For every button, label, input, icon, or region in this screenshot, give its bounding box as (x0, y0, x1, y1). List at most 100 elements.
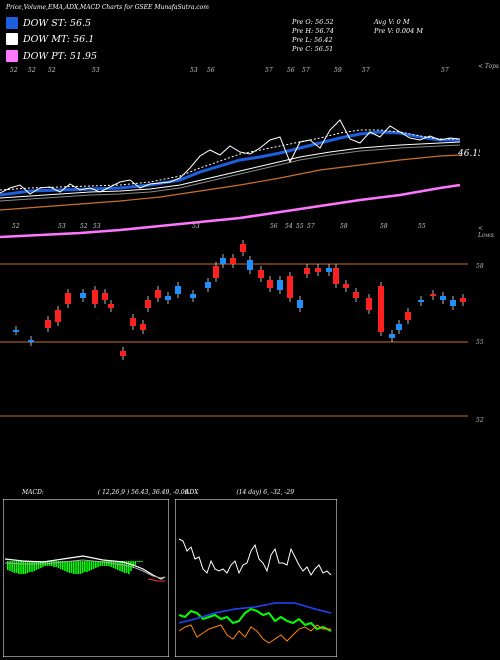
top-number: 53 (92, 67, 100, 74)
candle-body (297, 300, 303, 308)
stat-high: Pre H: 56.74 (292, 27, 334, 35)
macd-histogram-bar (103, 561, 106, 566)
macd-histogram-bar (22, 561, 24, 574)
bottom-number: 57 (307, 223, 315, 230)
macd-histogram-bar (31, 561, 33, 572)
level-label-52: 52 (476, 417, 484, 424)
candle-body (343, 284, 349, 288)
candle-chart: 58 55 52 (0, 240, 484, 424)
dow-mt-line (0, 141, 461, 199)
top-number: 57 (265, 67, 273, 74)
macd-histogram-bar (77, 561, 79, 574)
macd-histogram-bar (88, 561, 90, 571)
macd-histogram-bar (55, 561, 57, 567)
macd-histogram-bar (57, 561, 60, 568)
candle-body (120, 351, 126, 356)
macd-histogram-bar (35, 561, 38, 570)
macd-histogram-bar (125, 561, 128, 573)
macd-histogram-bar (110, 561, 112, 567)
macd-histogram-bar (53, 561, 55, 567)
macd-histogram-bar (62, 561, 64, 570)
stat-volume: Pre V: 0.004 M (374, 27, 424, 35)
candle-body (13, 330, 19, 332)
bottom-number: 58 (340, 223, 348, 230)
candle-body (418, 300, 424, 302)
bottom-number: 55 (418, 223, 426, 230)
candle-body (450, 300, 456, 306)
top-number: 59 (334, 67, 342, 74)
macd-chart (3, 499, 169, 657)
candle-body (396, 324, 402, 330)
top-number: 52 (10, 67, 18, 74)
macd-histogram-bar (13, 561, 16, 573)
candle-body (155, 290, 161, 298)
page-title: Price,Volume,EMA,ADX,MACD Charts for GSE… (6, 4, 209, 11)
candle-body (108, 304, 114, 308)
legend-swatch-pt (6, 50, 18, 62)
bottom-number: 55 (296, 223, 304, 230)
candle-body (326, 268, 332, 272)
candle-body (145, 300, 151, 308)
macd-histogram-bar (73, 561, 75, 574)
top-number: 52 (48, 67, 56, 74)
macd-histogram-bar (84, 561, 86, 572)
macd-histogram-bar (29, 561, 31, 572)
candle-body (277, 280, 283, 290)
macd-histogram-bar (81, 561, 84, 573)
candle-body (353, 292, 359, 298)
candle-body (213, 266, 219, 278)
macd-histogram-bar (112, 561, 115, 568)
macd-histogram-bar (79, 561, 82, 574)
adx-label: ADX (185, 489, 199, 496)
side-label-tops: < Tops (478, 63, 500, 70)
bottom-number: 58 (380, 223, 388, 230)
dow-pt-line (0, 183, 461, 239)
ema-chart: 52 52 52 53 53 56 57 56 57 59 57 57 46.1… (0, 67, 480, 239)
candle-body (405, 312, 411, 320)
candle-body (165, 296, 171, 300)
bottom-number: 54 (285, 223, 293, 230)
adx-values: (14 day) 6, -32, -29 (236, 489, 295, 496)
macd-histogram-bar (64, 561, 66, 571)
macd-histogram-bar (9, 561, 11, 571)
macd-histogram-bar (70, 561, 73, 573)
price-label: 46.15 (457, 149, 480, 159)
macd-histogram-bar (114, 561, 117, 569)
top-number: 53 (190, 67, 198, 74)
candle-body (205, 282, 211, 288)
stat-low: Pre L: 56.42 (292, 36, 333, 44)
top-number: 57 (302, 67, 310, 74)
macd-zero-line (147, 578, 165, 582)
level-label-55: 55 (476, 339, 484, 346)
macd-histogram-bar (37, 561, 40, 569)
top-number-row: 52 52 52 53 53 56 57 56 57 59 57 57 (10, 67, 449, 74)
legend-swatch-mt (6, 33, 18, 45)
legend-label-pt: DOW PT: 51.95 (23, 50, 97, 62)
macd-histogram-bar (117, 561, 119, 570)
candle-body (389, 334, 395, 338)
bottom-number: 56 (270, 223, 278, 230)
macd-histogram-bar (24, 561, 27, 574)
macd-histogram-bar (7, 561, 9, 570)
stat-close: Pre C: 56.51 (292, 45, 334, 53)
candle-body (247, 260, 253, 270)
candle-body (55, 310, 61, 322)
macd-label: MACD: (22, 489, 44, 496)
macd-histogram-bar (101, 561, 104, 566)
candle-body (130, 318, 136, 326)
plus-di-line (178, 607, 332, 632)
candle-body (304, 268, 310, 274)
candle-body (92, 290, 98, 304)
bottom-number: 53 (93, 223, 101, 230)
macd-histogram-bar (106, 561, 108, 566)
candles (13, 240, 466, 360)
candle-body (80, 293, 86, 298)
candle-body (175, 286, 181, 294)
legend-dow-mt: DOW MT: 56.1 (6, 33, 94, 45)
top-number: 52 (28, 67, 36, 74)
macd-histogram-bar (20, 561, 22, 574)
ema-long-line (0, 154, 461, 211)
minus-di-line (178, 624, 331, 644)
legend-dow-st: DOW ST: 56.5 (6, 17, 91, 29)
candle-body (287, 276, 293, 298)
